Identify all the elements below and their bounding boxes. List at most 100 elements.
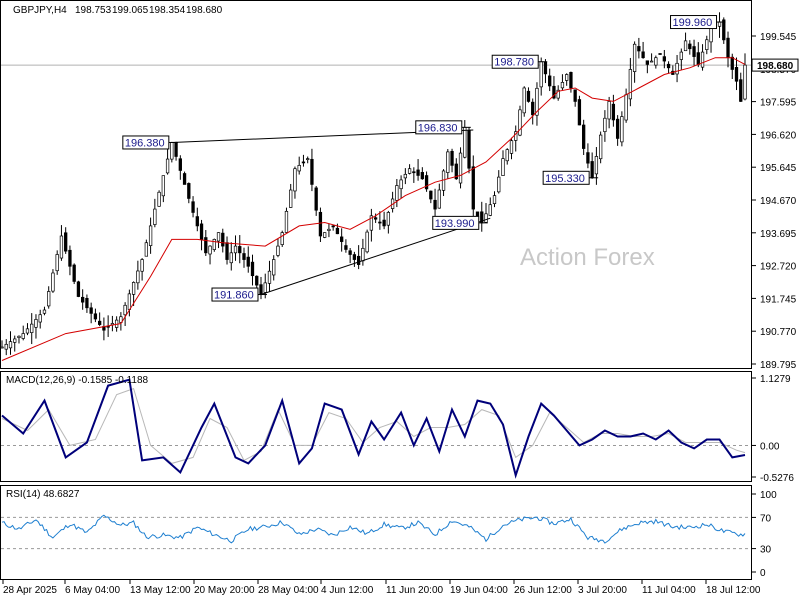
candle-body bbox=[195, 216, 199, 227]
candle-body bbox=[420, 172, 424, 180]
candle-body bbox=[467, 130, 471, 169]
rsi-title: RSI(14) 48.6827 bbox=[6, 489, 80, 500]
candle-body bbox=[182, 173, 187, 185]
candle-body bbox=[136, 270, 140, 284]
candle-body bbox=[93, 313, 98, 320]
swing-label: 191.860 bbox=[211, 287, 267, 302]
candle-body bbox=[662, 56, 666, 62]
candle-body bbox=[569, 72, 573, 89]
candle-body bbox=[679, 51, 683, 60]
swing-label-text: 196.830 bbox=[418, 122, 458, 134]
price-tick-label: 196.620 bbox=[760, 130, 797, 141]
candle-body bbox=[225, 242, 229, 260]
time-tick-label: 19 Jun 04:00 bbox=[450, 585, 508, 596]
candle-body bbox=[148, 225, 153, 246]
candle-body bbox=[246, 256, 250, 267]
candle-body bbox=[705, 39, 709, 50]
candle-body bbox=[170, 142, 174, 160]
price-tick-label: 190.770 bbox=[760, 327, 797, 338]
candle-body bbox=[25, 328, 30, 334]
candle-body bbox=[272, 259, 276, 276]
swing-label-text: 195.330 bbox=[545, 173, 585, 185]
candle-body bbox=[709, 27, 713, 43]
candle-body bbox=[17, 335, 21, 338]
candle-body bbox=[463, 126, 467, 158]
candle-body bbox=[51, 272, 55, 292]
time-tick-label: 28 May 04:00 bbox=[258, 585, 319, 596]
time-tick-label: 6 May 04:00 bbox=[65, 585, 120, 596]
candle-body bbox=[416, 169, 420, 176]
candle-body bbox=[722, 19, 726, 41]
candle-body bbox=[348, 250, 352, 255]
candle-body bbox=[696, 52, 700, 65]
candle-body bbox=[47, 291, 51, 307]
price-tick-label: 193.695 bbox=[760, 229, 797, 240]
candle-body bbox=[590, 161, 594, 179]
rsi-tick-label: 100 bbox=[760, 490, 777, 501]
candle-body bbox=[607, 101, 611, 120]
candle-body bbox=[412, 171, 416, 174]
x-axis: 28 Apr 2025 6 May 04:00 13 May 12:00 20 May… bbox=[2, 580, 761, 596]
candle-body bbox=[216, 232, 221, 242]
candle-body bbox=[327, 228, 331, 231]
candle-body bbox=[535, 87, 539, 116]
candle-body bbox=[259, 284, 263, 295]
candle-body bbox=[157, 191, 161, 207]
current-price-label: 198.680 bbox=[757, 61, 794, 72]
candle-body bbox=[577, 99, 582, 126]
candle-body bbox=[293, 168, 297, 192]
candle-body bbox=[344, 245, 348, 250]
candle-body bbox=[488, 204, 492, 216]
macd-title: MACD(12,26,9) -0.1585 -0.1188 bbox=[6, 375, 149, 386]
candle-body bbox=[221, 232, 225, 247]
candle-body bbox=[85, 297, 89, 309]
candle-body bbox=[81, 296, 85, 303]
swing-label-text: 191.860 bbox=[214, 290, 254, 302]
rsi-tick-label: 0 bbox=[760, 568, 766, 579]
candle-body bbox=[204, 237, 208, 254]
candle-body bbox=[369, 215, 374, 231]
candle-body bbox=[399, 179, 403, 190]
candle-body bbox=[0, 346, 4, 349]
macd-tick-label: 1.1279 bbox=[760, 374, 791, 385]
price-panel-frame bbox=[0, 0, 752, 369]
candle-body bbox=[340, 236, 344, 242]
candle-body bbox=[403, 173, 407, 179]
candle-body bbox=[72, 264, 76, 282]
swing-label-text: 198.780 bbox=[494, 57, 534, 69]
candle-body bbox=[700, 51, 705, 68]
current-price-tag bbox=[751, 58, 799, 72]
swing-label: 199.960 bbox=[670, 15, 726, 30]
candle-body bbox=[165, 158, 170, 174]
candle-body bbox=[522, 87, 526, 114]
time-tick-label: 11 Jul 04:00 bbox=[642, 585, 696, 596]
candle-body bbox=[492, 195, 497, 204]
candle-body bbox=[395, 185, 399, 201]
candle-body bbox=[505, 149, 509, 162]
candle-body bbox=[654, 57, 658, 66]
candle-body bbox=[55, 254, 59, 272]
candle-body bbox=[454, 163, 458, 180]
candle-body bbox=[306, 158, 310, 160]
moving-average-line bbox=[1, 57, 746, 361]
candle-body bbox=[548, 75, 552, 87]
time-tick-label: 28 Apr 2025 bbox=[3, 585, 57, 596]
candle-body bbox=[658, 53, 662, 55]
candle-body bbox=[692, 46, 696, 57]
price-header: GBPJPY,H4 198.753 199.065 198.354 198.68… bbox=[13, 5, 223, 16]
price-panel: 196.380 196.830 191.860 193.990 198.780 195.3… bbox=[0, 12, 799, 371]
candle-body bbox=[76, 281, 81, 297]
time-tick-label: 18 Jul 12:00 bbox=[706, 585, 761, 596]
candle-body bbox=[560, 82, 565, 89]
candle-body bbox=[64, 232, 68, 252]
candle-body bbox=[153, 208, 157, 225]
candle-body bbox=[565, 74, 569, 81]
candle-body bbox=[280, 232, 284, 245]
trendline bbox=[260, 217, 491, 296]
candle-body bbox=[675, 62, 679, 75]
candle-body bbox=[378, 221, 382, 224]
candle-body bbox=[212, 239, 216, 250]
candle-body bbox=[424, 175, 429, 190]
swing-label-text: 196.380 bbox=[125, 137, 165, 149]
candle-body bbox=[407, 168, 412, 174]
